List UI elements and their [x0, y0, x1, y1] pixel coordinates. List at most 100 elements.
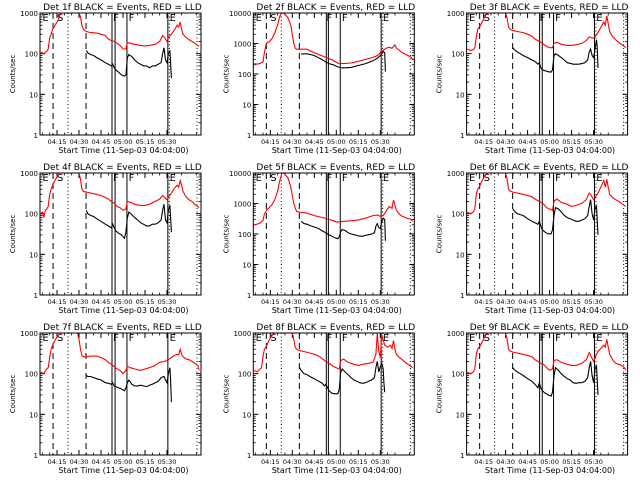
lld-series-line	[253, 333, 413, 373]
event-marker-letter: S	[57, 173, 63, 184]
chart-title: Det 7f BLACK = Events, RED = LLD	[43, 323, 202, 333]
x-tick-label: 04:15	[474, 298, 493, 306]
x-tick-label: 04:30	[496, 458, 515, 466]
events-series-line	[512, 39, 599, 73]
y-tick-label: 100	[451, 51, 464, 59]
y-tick-label: 1	[247, 292, 251, 300]
x-tick-label: 05:30	[584, 298, 603, 306]
x-tick-label: 04:45	[92, 458, 111, 466]
plot-frame	[39, 12, 202, 136]
event-marker-letter: E	[42, 13, 48, 24]
x-tick-label: 04:15	[48, 298, 67, 306]
event-marker-letter: F	[326, 173, 332, 184]
event-marker-letter: S	[270, 173, 276, 184]
chart-title: Det 2f BLACK = Events, RED = LLD	[256, 3, 415, 13]
y-axis-label: Counts/sec	[9, 55, 17, 94]
lld-series-line	[254, 13, 413, 65]
event-marker-letter: E	[469, 13, 475, 24]
chart-panel: Det 1f BLACK = Events, RED = LLD Counts/s…	[9, 3, 202, 155]
chart-title: Det 1f BLACK = Events, RED = LLD	[43, 3, 202, 13]
lld-series-line	[40, 333, 200, 375]
y-tick-label: 100	[238, 231, 251, 239]
event-marker-letter: E	[256, 13, 262, 24]
chart-title: Det 8f BLACK = Events, RED = LLD	[256, 323, 415, 333]
y-tick-label: 1000	[233, 201, 251, 209]
y-axis-label: Counts/sec	[9, 215, 17, 254]
y-tick-label: 1000	[20, 170, 38, 178]
x-tick-label: 04:15	[48, 458, 67, 466]
x-axis-label: Start Time (11-Sep-03 04:04:00)	[485, 146, 615, 155]
lld-series-line	[254, 173, 413, 226]
y-tick-label: 10	[456, 91, 465, 99]
event-marker-letter: F	[129, 13, 135, 24]
event-marker-letter: F	[342, 13, 348, 24]
y-tick-label: 1000	[233, 41, 251, 49]
y-tick-label: 1	[34, 132, 38, 140]
chart-title: Det 4f BLACK = Events, RED = LLD	[43, 163, 202, 173]
x-tick-label: 05:30	[158, 298, 177, 306]
event-marker-letter: E	[596, 13, 602, 24]
x-tick-label: 04:30	[283, 138, 302, 146]
x-axis-label: Start Time (11-Sep-03 04:04:00)	[272, 306, 402, 315]
x-tick-label: 05:30	[371, 458, 390, 466]
y-tick-label: 1	[247, 452, 251, 460]
x-tick-label: 05:15	[136, 298, 155, 306]
y-tick-label: 100	[25, 211, 38, 219]
x-axis-label: Start Time (11-Sep-03 04:04:00)	[272, 146, 402, 155]
y-tick-label: 100	[25, 51, 38, 59]
y-tick-label: 1000	[447, 10, 465, 18]
y-tick-label: 10	[29, 411, 38, 419]
event-marker-letter: F	[129, 333, 135, 344]
y-tick-label: 10	[456, 411, 465, 419]
event-marker-letter: F	[555, 333, 561, 344]
events-series-line	[300, 217, 386, 241]
x-tick-label: 05:15	[136, 458, 155, 466]
lld-series-line	[467, 333, 627, 375]
event-marker-letter: E	[42, 333, 48, 344]
event-marker-letter: F	[555, 13, 561, 24]
event-marker-letter: E	[469, 173, 475, 184]
x-tick-label: 05:15	[349, 458, 368, 466]
y-tick-label: 10000	[229, 170, 251, 178]
y-axis-label: Counts/sec	[222, 375, 230, 414]
event-marker-letter: F	[113, 173, 119, 184]
y-tick-label: 10000	[229, 10, 251, 18]
x-tick-label: 04:30	[70, 138, 89, 146]
chart-panel: Det 7f BLACK = Events, RED = LLD Counts/s…	[9, 323, 202, 475]
event-marker-letter: F	[326, 333, 332, 344]
y-axis-label: Counts/sec	[222, 215, 230, 254]
x-tick-label: 04:15	[474, 458, 493, 466]
y-tick-label: 10	[242, 102, 251, 110]
event-marker-letter: E	[256, 333, 262, 344]
event-marker-letter: S	[484, 13, 490, 24]
x-axis-label: Start Time (11-Sep-03 04:04:00)	[485, 306, 615, 315]
x-tick-label: 05:00	[114, 298, 133, 306]
x-tick-label: 04:30	[283, 298, 302, 306]
y-tick-label: 100	[238, 71, 251, 79]
x-tick-label: 04:15	[474, 138, 493, 146]
chart-panel: Det 3f BLACK = Events, RED = LLD Counts/s…	[436, 3, 629, 155]
event-marker-letter: E	[170, 13, 176, 24]
y-tick-label: 1	[34, 292, 38, 300]
x-tick-label: 05:15	[562, 458, 581, 466]
x-tick-label: 04:15	[261, 458, 280, 466]
event-marker-letter: F	[326, 13, 332, 24]
chart-title: Det 5f BLACK = Events, RED = LLD	[256, 163, 415, 173]
y-tick-label: 10	[29, 251, 38, 259]
x-tick-label: 04:15	[261, 298, 280, 306]
y-axis-label: Counts/sec	[436, 375, 444, 414]
events-series-line	[85, 367, 172, 403]
y-tick-label: 1	[460, 452, 464, 460]
chart-title: Det 6f BLACK = Events, RED = LLD	[470, 163, 629, 173]
x-tick-label: 05:30	[584, 458, 603, 466]
event-marker-letter: F	[540, 173, 546, 184]
x-tick-label: 04:30	[496, 138, 515, 146]
lld-series-line	[40, 13, 200, 55]
y-tick-label: 10	[242, 262, 251, 270]
x-axis-label: Start Time (11-Sep-03 04:04:00)	[272, 466, 402, 475]
x-tick-label: 04:45	[305, 458, 324, 466]
y-tick-label: 1000	[447, 330, 465, 338]
x-tick-label: 04:45	[518, 458, 537, 466]
x-tick-label: 04:30	[70, 298, 89, 306]
y-tick-label: 1000	[20, 10, 38, 18]
